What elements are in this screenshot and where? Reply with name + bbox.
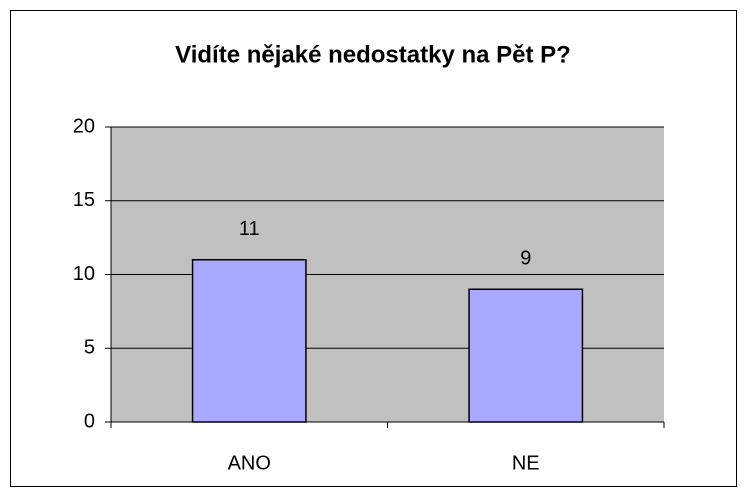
bar: [468, 288, 584, 423]
data-label: 11: [239, 218, 260, 240]
y-tick-label: 20: [73, 115, 95, 137]
y-tick-label: 15: [73, 189, 95, 211]
x-tick-label: NE: [512, 452, 540, 474]
x-tick-label: ANO: [228, 452, 271, 474]
y-tick-label: 0: [84, 410, 95, 432]
data-label: 9: [520, 248, 531, 270]
y-tick-label: 5: [84, 337, 95, 359]
bar: [191, 259, 307, 423]
chart-title: Vidíte nějaké nedostatky na Pět P?: [175, 41, 571, 68]
y-tick-label: 10: [73, 263, 95, 285]
